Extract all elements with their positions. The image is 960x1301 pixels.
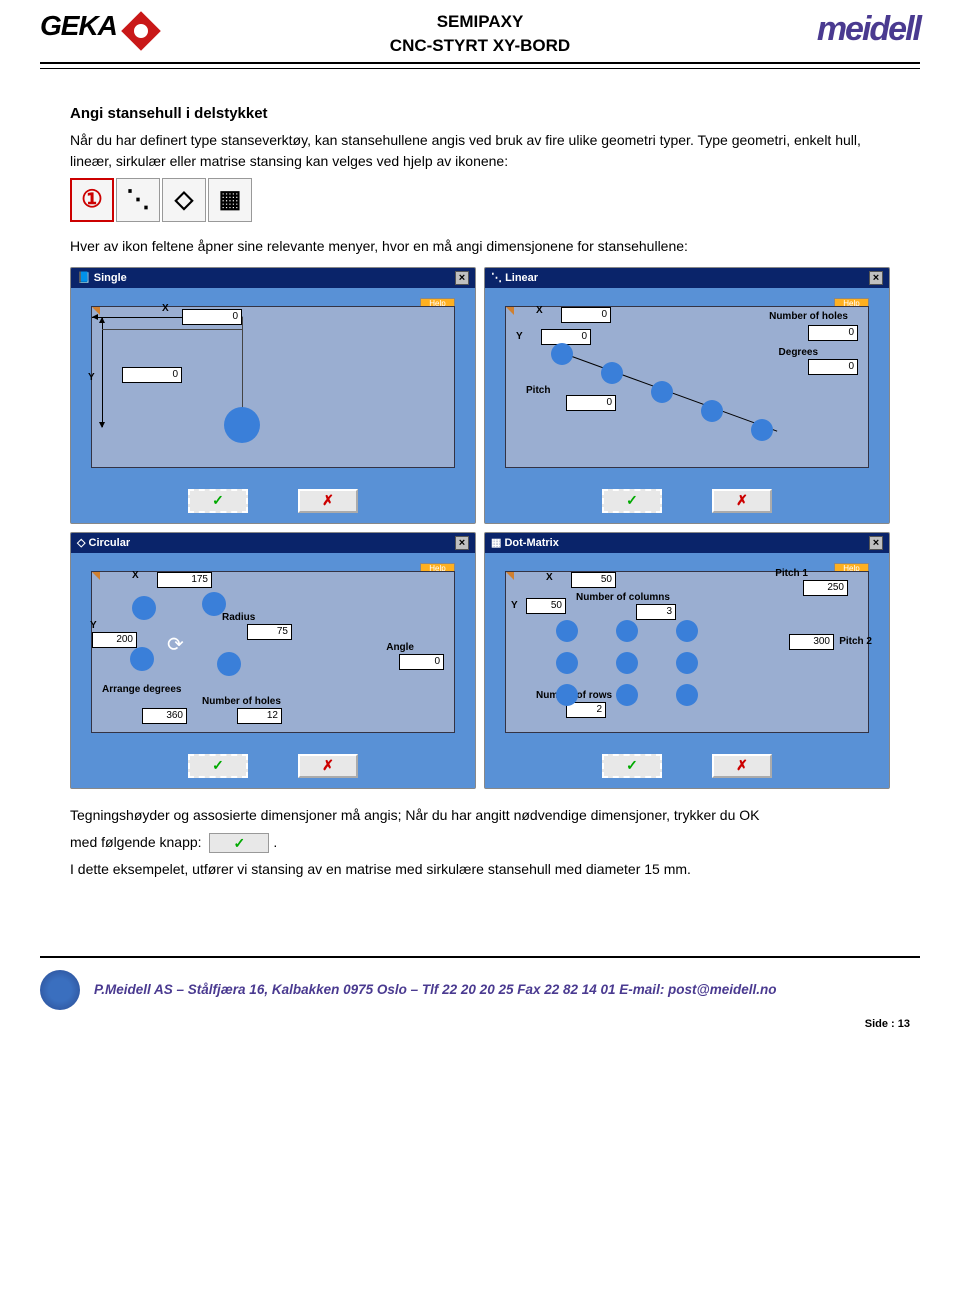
x-input[interactable] <box>561 307 611 323</box>
x-label: X <box>536 305 543 316</box>
geometry-toolbar: ① ⋱ ◇ ▦ <box>70 178 890 222</box>
single-icon-small: 📘 <box>77 272 91 284</box>
cols-label: Number of columns <box>576 592 670 603</box>
x-label: X <box>132 570 139 581</box>
radius-input[interactable] <box>247 624 292 640</box>
y-label: Y <box>516 331 523 342</box>
degrees-input[interactable] <box>808 359 858 375</box>
angle-input[interactable] <box>399 654 444 670</box>
paragraph-4: med følgende knapp: ✓. <box>70 832 890 853</box>
section-heading: Angi stansehull i delstykket <box>70 105 890 122</box>
circular-icon-small: ◇ <box>77 537 85 549</box>
x-label: X <box>546 572 553 583</box>
cols-input[interactable] <box>636 604 676 620</box>
num-holes-label: Number of holes <box>202 696 281 707</box>
arrange-label: Arrange degrees <box>102 684 181 695</box>
cancel-button[interactable]: ✗ <box>712 489 772 513</box>
num-holes-input[interactable] <box>808 325 858 341</box>
header-title: SEMIPAXY CNC-STYRT XY-BORD <box>260 10 700 58</box>
matrix-dialog-titlebar: ▦ Dot-Matrix × <box>485 533 889 553</box>
linear-dialog-titlebar: ⋱ Linear × <box>485 268 889 288</box>
single-canvas: X Y <box>91 306 455 468</box>
ok-button[interactable]: ✓ <box>602 489 662 513</box>
geka-logo-text: GEKA <box>40 10 117 41</box>
paragraph-2: Hver av ikon feltene åpner sine relevant… <box>70 236 890 257</box>
ok-button[interactable]: ✓ <box>188 489 248 513</box>
single-dialog: 📘 Single × Help X Y <box>70 267 476 524</box>
header-title-line1: SEMIPAXY <box>260 10 700 34</box>
num-holes-label: Number of holes <box>769 311 848 322</box>
radius-label: Radius <box>222 612 255 623</box>
close-icon[interactable]: × <box>869 271 883 285</box>
geka-diamond-icon <box>121 11 161 51</box>
close-icon[interactable]: × <box>455 271 469 285</box>
pitch2-input[interactable] <box>789 634 834 650</box>
matrix-canvas: X Y Pitch 1 Pitch 2 Number of columns Nu… <box>505 571 869 733</box>
logo-right: meidell <box>700 10 920 49</box>
x-label: X <box>162 303 169 314</box>
linear-icon[interactable]: ⋱ <box>116 178 160 222</box>
degrees-label: Degrees <box>779 347 818 358</box>
page-header: GEKA SEMIPAXY CNC-STYRT XY-BORD meidell <box>40 10 920 64</box>
matrix-dialog: ▦ Dot-Matrix × Help X Y Pitch 1 Pitch 2 <box>484 532 890 789</box>
matrix-dialog-title: Dot-Matrix <box>504 537 558 549</box>
ok-button[interactable]: ✓ <box>602 754 662 778</box>
pitch1-input[interactable] <box>803 580 848 596</box>
pitch-input[interactable] <box>566 395 616 411</box>
single-hole-icon[interactable]: ① <box>70 178 114 222</box>
linear-canvas: X Y Number of holes Degrees Pitch <box>505 306 869 468</box>
y-input[interactable] <box>541 329 591 345</box>
meidell-logo-text: meidell <box>817 10 920 48</box>
paragraph-5: I dette eksempelet, utfører vi stansing … <box>70 859 890 880</box>
footer-gear-icon <box>40 970 80 1010</box>
pitch-label: Pitch <box>526 385 550 396</box>
logo-left: GEKA <box>40 10 260 45</box>
circular-dialog-titlebar: ◇ Circular × <box>71 533 475 553</box>
cancel-button[interactable]: ✗ <box>712 754 772 778</box>
y-label: Y <box>90 620 97 631</box>
y-input[interactable] <box>526 598 566 614</box>
y-label: Y <box>88 372 95 383</box>
y-input[interactable] <box>122 367 182 383</box>
inline-ok-button[interactable]: ✓ <box>209 833 269 853</box>
circular-dialog-title: Circular <box>89 537 131 549</box>
cancel-button[interactable]: ✗ <box>298 754 358 778</box>
angle-label: Angle <box>386 642 414 653</box>
arrange-input[interactable] <box>142 708 187 724</box>
paragraph-1: Når du har definert type stanseverktøy, … <box>70 130 890 172</box>
header-title-line2: CNC-STYRT XY-BORD <box>260 34 700 58</box>
paragraph-3: Tegningshøyder og assosierte dimensjoner… <box>70 805 890 826</box>
pitch2-label: Pitch 2 <box>839 636 872 647</box>
matrix-icon-small: ▦ <box>491 537 501 549</box>
page-number: Side : 13 <box>40 1018 920 1030</box>
close-icon[interactable]: × <box>455 536 469 550</box>
x-input[interactable] <box>571 572 616 588</box>
ok-button[interactable]: ✓ <box>188 754 248 778</box>
y-input[interactable] <box>92 632 137 648</box>
single-dialog-titlebar: 📘 Single × <box>71 268 475 288</box>
circular-icon[interactable]: ◇ <box>162 178 206 222</box>
single-dialog-title: Single <box>94 272 127 284</box>
circular-canvas: X Y Radius Angle Arrange degrees Number … <box>91 571 455 733</box>
linear-dialog: ⋱ Linear × Help X Y Number of holes Degr… <box>484 267 890 524</box>
cancel-button[interactable]: ✗ <box>298 489 358 513</box>
para4-pre: med følgende knapp: <box>70 834 202 850</box>
close-icon[interactable]: × <box>869 536 883 550</box>
num-holes-input[interactable] <box>237 708 282 724</box>
linear-icon-small: ⋱ <box>491 272 502 284</box>
footer-text: P.Meidell AS – Stålfjæra 16, Kalbakken 0… <box>94 982 776 997</box>
para4-post: . <box>273 834 277 850</box>
page-footer: P.Meidell AS – Stålfjæra 16, Kalbakken 0… <box>40 958 920 1010</box>
matrix-icon[interactable]: ▦ <box>208 178 252 222</box>
y-label: Y <box>511 600 518 611</box>
x-input[interactable] <box>182 309 242 325</box>
pitch1-label: Pitch 1 <box>775 568 808 579</box>
circular-dialog: ◇ Circular × Help X Y Radius Angle <box>70 532 476 789</box>
x-input[interactable] <box>157 572 212 588</box>
linear-dialog-title: Linear <box>505 272 538 284</box>
